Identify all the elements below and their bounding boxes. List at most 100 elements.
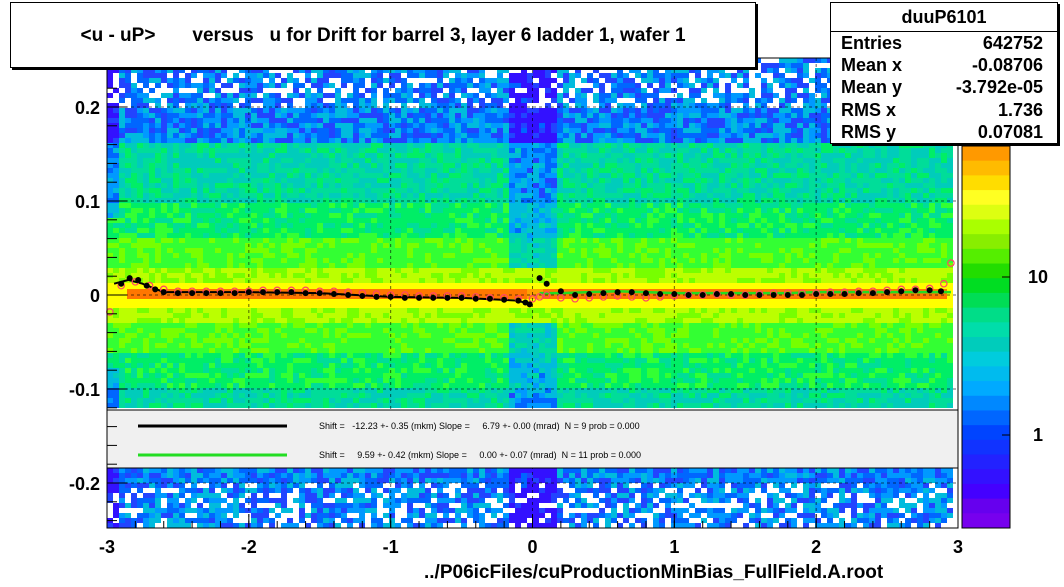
profile-black-point [756, 292, 763, 298]
profile-pink-point [940, 279, 948, 288]
palette-swatch [962, 381, 1010, 397]
profile-black-point [526, 301, 533, 308]
profile-black-point [713, 291, 720, 298]
profile-black-point [345, 292, 352, 298]
profile-pink-point [528, 294, 537, 303]
axes: -3 -2 -1 0 1 2 3 -0.2 -0.1 0 0.1 0.2 [69, 68, 963, 557]
profile-black-point [501, 296, 508, 303]
profile-black-point [401, 294, 408, 301]
palette-label-1: 1 [1033, 425, 1043, 445]
palette-swatch [962, 469, 1010, 485]
profile-black-point [642, 290, 649, 297]
profile-black-point [671, 291, 678, 298]
stats-key: Entries [841, 33, 903, 53]
profile-black-point [912, 287, 919, 294]
profile-black-point [126, 275, 133, 282]
profile-black-point [152, 286, 159, 293]
profile-black-point [586, 291, 593, 298]
profile-black-point [784, 292, 791, 298]
profile-black-point [118, 280, 125, 287]
palette-label-10: 10 [1028, 267, 1048, 287]
color-palette: 1102 [961, 117, 1052, 529]
profile-black-point [231, 290, 238, 297]
palette-swatch [962, 322, 1010, 338]
stats-row-mean-x: Mean x -0.08706 [841, 55, 1043, 77]
profile-black-point [245, 289, 252, 296]
profile-black-point [330, 291, 337, 298]
profile-black-point [543, 280, 550, 287]
stats-box: duuP6101 Entries 642752 Mean x -0.08706 … [830, 2, 1058, 144]
palette-swatch [962, 234, 1010, 250]
y-tick-label: -0.2 [69, 474, 100, 494]
stats-row-mean-y: Mean y -3.792e-05 [841, 77, 1043, 99]
stats-key: Mean x [841, 55, 903, 75]
palette-swatch [962, 483, 1010, 500]
profile-black-point [728, 291, 735, 298]
profile-black-point [742, 292, 749, 298]
profile-black-point [557, 288, 564, 295]
profile-black-point [898, 288, 905, 295]
stats-value: 642752 [982, 33, 1043, 53]
profile-black-point [373, 293, 380, 300]
stats-key: Mean y [841, 77, 903, 97]
palette-swatch [962, 278, 1010, 294]
profile-black-point [203, 290, 210, 297]
x-tick-label: -1 [383, 537, 399, 557]
profile-black-point [770, 292, 777, 298]
profile-pink-point [684, 291, 693, 299]
palette-swatch [962, 366, 1010, 382]
stats-row-entries: Entries 642752 [841, 33, 1043, 55]
profile-black-point [160, 289, 167, 296]
profile-black-point [657, 291, 664, 298]
palette-swatch [962, 351, 1010, 367]
palette-swatch [962, 410, 1010, 426]
profile-black-point [260, 289, 267, 296]
profile-black-point [274, 289, 281, 296]
profile-black-point [685, 292, 692, 298]
stats-row-rms-x: RMS x 1.736 [841, 100, 1043, 122]
palette-swatch [962, 439, 1010, 456]
palette-swatch [962, 219, 1010, 235]
palette-swatch [962, 307, 1010, 323]
palette-swatch [962, 454, 1010, 470]
stats-row-rms-y: RMS y 0.07081 [841, 122, 1043, 144]
profile-black-point [926, 287, 933, 294]
profile-black-point [416, 294, 423, 301]
y-tick-label: 0 [90, 286, 100, 306]
profile-black-point [798, 292, 805, 298]
chart-title: <u - uP> versus u for Drift for barrel 3… [80, 25, 686, 46]
profile-black-point [143, 282, 150, 289]
profile-black-point [841, 291, 848, 298]
x-tick-label: 1 [669, 537, 679, 557]
profile-black-point [486, 295, 493, 302]
profile-black-point [189, 290, 196, 297]
profile-black-point [359, 292, 366, 299]
palette-swatch [962, 425, 1010, 441]
palette-swatch [962, 263, 1010, 279]
legend-text-2: Shift = 9.59 +- 0.42 (mkm) Slope = 0.00 … [319, 450, 641, 460]
y-tick-label: 0.2 [75, 98, 100, 118]
profile-pink-point [535, 293, 544, 301]
profile-black-point [288, 289, 295, 296]
x-tick-label: -2 [241, 537, 257, 557]
palette-swatch [962, 190, 1010, 206]
palette-swatch [962, 337, 1010, 353]
x-tick-label: 2 [811, 537, 821, 557]
profile-black-point [628, 289, 635, 296]
palette-swatch [962, 160, 1010, 176]
footer-filename: ../P06icFiles/cuProductionMinBias_FullFi… [424, 562, 884, 583]
heatmap-cells [107, 58, 953, 528]
y-tick-label: 0.1 [75, 192, 100, 212]
stats-key: RMS y [841, 122, 897, 142]
profile-black-point [444, 294, 451, 301]
profile-black-point [699, 292, 706, 298]
profile-black-point [302, 290, 309, 297]
profile-black-point [572, 292, 579, 298]
profile-pink-point [741, 291, 750, 299]
palette-swatch [962, 498, 1010, 514]
profile-black-point [614, 289, 621, 296]
profile-black-point [855, 290, 862, 297]
profile-black-point [536, 275, 543, 282]
profile-black-point [135, 276, 142, 283]
palette-swatch [962, 395, 1010, 411]
